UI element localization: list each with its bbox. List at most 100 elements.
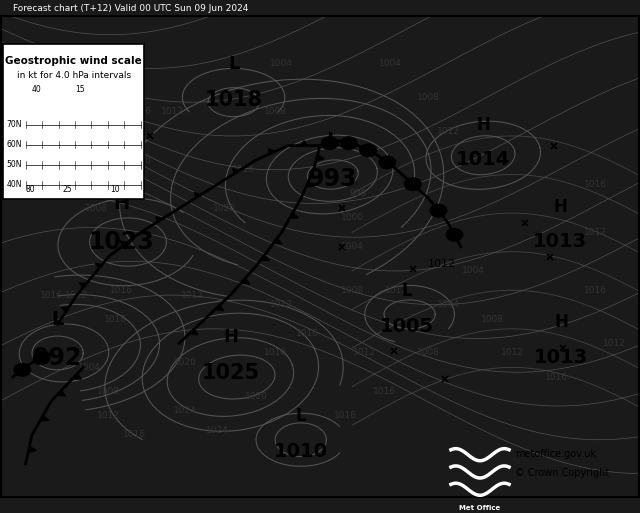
Circle shape xyxy=(360,144,376,156)
Text: 1000: 1000 xyxy=(340,213,364,223)
Text: 1016: 1016 xyxy=(129,107,152,116)
Text: L: L xyxy=(228,55,239,73)
Text: © Crown Copyright: © Crown Copyright xyxy=(515,468,609,479)
Text: Met Office: Met Office xyxy=(460,505,500,511)
Polygon shape xyxy=(57,390,65,396)
Text: 1016: 1016 xyxy=(545,372,568,382)
Polygon shape xyxy=(189,329,198,335)
Text: 1004: 1004 xyxy=(270,59,293,68)
Circle shape xyxy=(446,228,463,241)
Text: L: L xyxy=(326,131,339,150)
Text: 1020: 1020 xyxy=(129,155,152,165)
Polygon shape xyxy=(260,255,269,261)
Text: metoffice.gov.uk: metoffice.gov.uk xyxy=(515,449,596,459)
Text: 1008: 1008 xyxy=(417,348,440,358)
Text: 1010: 1010 xyxy=(274,442,328,461)
Text: L: L xyxy=(51,310,64,329)
Text: 992: 992 xyxy=(33,346,83,370)
Text: 80: 80 xyxy=(25,185,35,194)
Text: 1008: 1008 xyxy=(481,314,504,324)
Text: Geostrophic wind scale: Geostrophic wind scale xyxy=(5,56,142,66)
Text: 40: 40 xyxy=(31,85,42,94)
Text: 1012: 1012 xyxy=(65,180,88,189)
Polygon shape xyxy=(156,216,163,222)
Text: 1012: 1012 xyxy=(385,286,408,295)
Text: 1004: 1004 xyxy=(78,363,101,372)
Text: 1016: 1016 xyxy=(264,348,287,358)
Text: 1023: 1023 xyxy=(89,230,154,254)
Text: H: H xyxy=(113,194,130,213)
Text: 1012: 1012 xyxy=(603,339,626,348)
Text: 70N: 70N xyxy=(6,120,22,129)
Text: 50N: 50N xyxy=(6,160,22,169)
Text: 993: 993 xyxy=(308,167,358,191)
Text: 1005: 1005 xyxy=(380,317,433,336)
Text: 1018: 1018 xyxy=(104,314,127,324)
Polygon shape xyxy=(316,155,324,161)
Polygon shape xyxy=(79,283,86,287)
Text: 1016: 1016 xyxy=(372,387,396,396)
Text: in kt for 4.0 hPa intervals: in kt for 4.0 hPa intervals xyxy=(17,71,131,80)
Text: 1004: 1004 xyxy=(379,59,402,68)
Circle shape xyxy=(430,204,447,217)
Polygon shape xyxy=(195,192,201,198)
Text: 1024: 1024 xyxy=(174,406,197,416)
Text: 1012: 1012 xyxy=(270,300,293,309)
Text: 1008: 1008 xyxy=(97,387,120,396)
Polygon shape xyxy=(301,141,307,146)
Text: 1012: 1012 xyxy=(180,290,204,300)
Text: 1016: 1016 xyxy=(232,165,255,174)
Polygon shape xyxy=(233,168,239,174)
Circle shape xyxy=(14,364,31,376)
Circle shape xyxy=(379,156,396,169)
Text: 1012: 1012 xyxy=(65,290,88,300)
Text: L: L xyxy=(401,282,412,300)
Text: 1016: 1016 xyxy=(296,329,319,338)
Text: 1016: 1016 xyxy=(334,411,357,420)
Text: 1016: 1016 xyxy=(40,290,63,300)
Text: 1012: 1012 xyxy=(97,411,120,420)
Text: 10: 10 xyxy=(110,185,120,194)
Text: Forecast chart (T+12) Valid 00 UTC Sun 09 Jun 2024: Forecast chart (T+12) Valid 00 UTC Sun 0… xyxy=(13,5,248,13)
Text: 1008: 1008 xyxy=(417,93,440,102)
Text: 1020: 1020 xyxy=(174,358,197,367)
Text: 1008: 1008 xyxy=(264,107,287,116)
Text: 1012: 1012 xyxy=(500,348,524,358)
Text: -546: -546 xyxy=(15,155,36,165)
Text: -540: -540 xyxy=(9,131,29,141)
Text: 1012: 1012 xyxy=(584,228,607,237)
Text: 1020: 1020 xyxy=(212,204,236,213)
Text: 1008: 1008 xyxy=(340,286,364,295)
Polygon shape xyxy=(269,149,275,154)
Circle shape xyxy=(33,351,50,364)
Circle shape xyxy=(404,178,421,190)
Polygon shape xyxy=(273,239,282,244)
Text: 1013: 1013 xyxy=(533,232,587,251)
Circle shape xyxy=(340,137,357,149)
Text: 1018: 1018 xyxy=(205,90,262,110)
Polygon shape xyxy=(73,373,81,379)
Polygon shape xyxy=(28,446,36,452)
Text: 1024: 1024 xyxy=(206,426,229,435)
Polygon shape xyxy=(215,305,223,311)
Text: 1012: 1012 xyxy=(353,348,376,358)
Polygon shape xyxy=(241,278,250,284)
Text: 1016: 1016 xyxy=(110,286,133,295)
Text: 1016: 1016 xyxy=(27,180,50,189)
Text: 1016: 1016 xyxy=(584,286,607,295)
Polygon shape xyxy=(40,416,49,421)
Text: 1004: 1004 xyxy=(436,300,460,309)
Circle shape xyxy=(321,137,338,149)
Polygon shape xyxy=(120,241,127,246)
Text: 1012: 1012 xyxy=(436,127,460,135)
Text: H: H xyxy=(223,328,238,346)
Text: 1016: 1016 xyxy=(123,430,146,440)
Polygon shape xyxy=(290,213,298,218)
Text: 25: 25 xyxy=(62,185,72,194)
Polygon shape xyxy=(95,264,102,268)
Polygon shape xyxy=(306,182,314,187)
Text: 996: 996 xyxy=(350,189,367,199)
Text: H: H xyxy=(554,313,568,331)
Text: 1025: 1025 xyxy=(202,363,259,383)
Text: 60N: 60N xyxy=(6,140,22,149)
